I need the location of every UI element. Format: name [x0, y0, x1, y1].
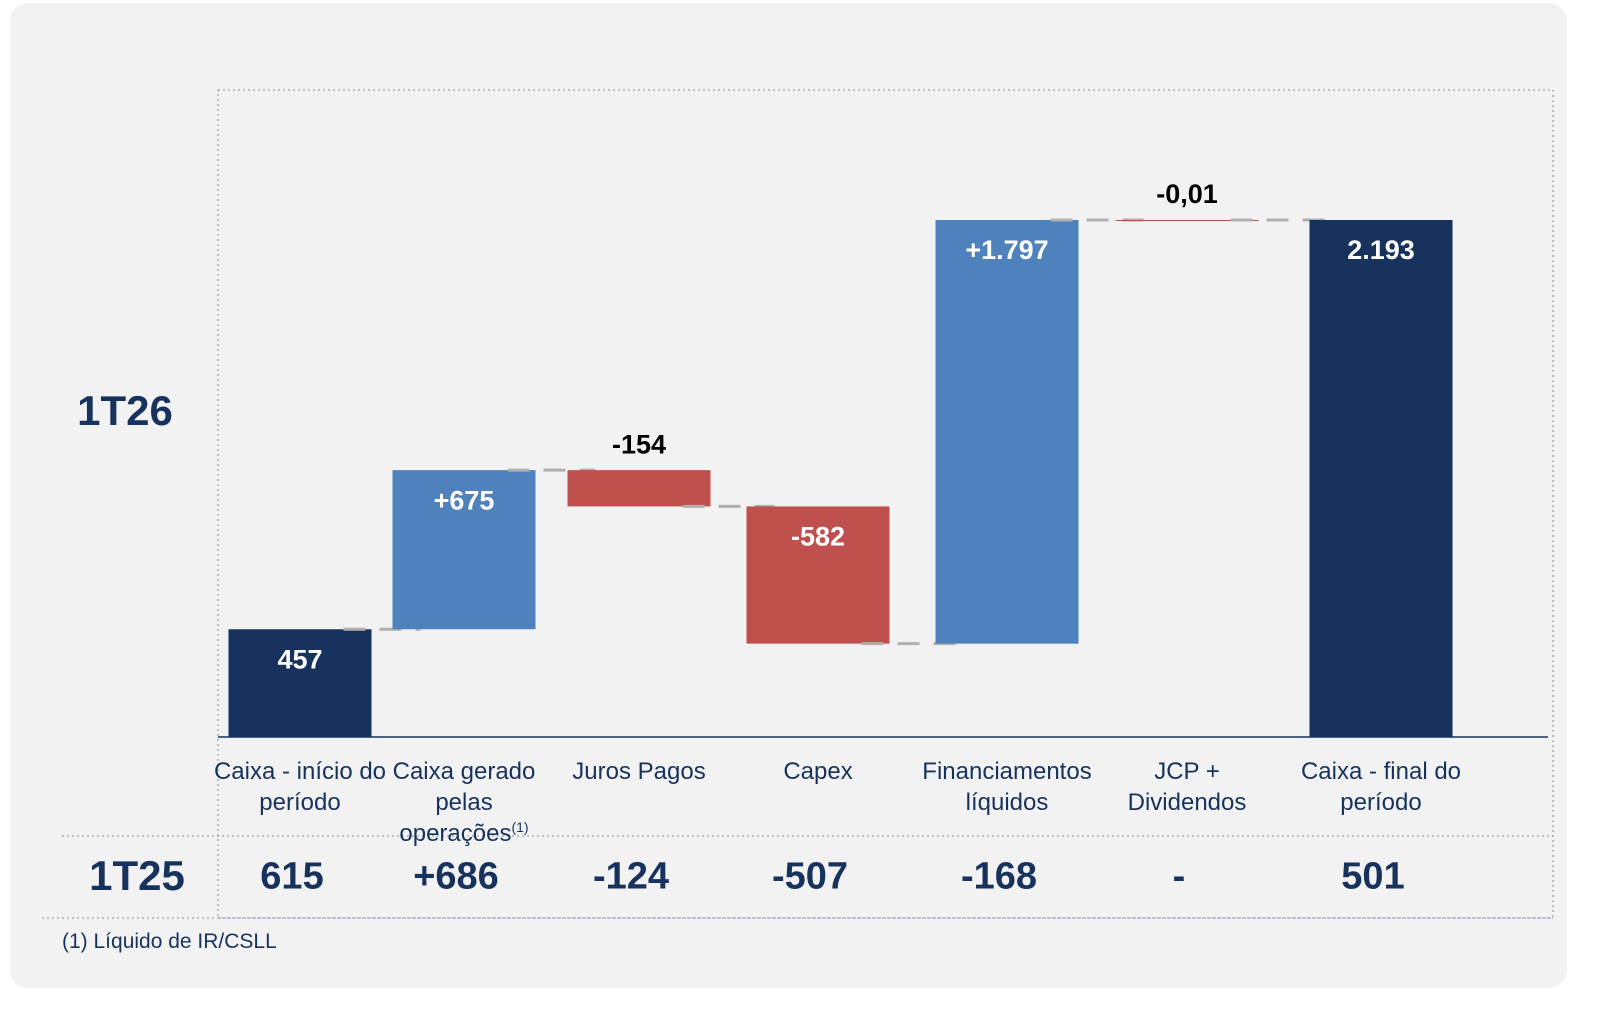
comparison-value: -124 — [592, 855, 670, 898]
category-text: Caixa - início do período — [213, 758, 387, 816]
bar — [567, 470, 711, 507]
value-label: -582 — [791, 522, 845, 552]
bar — [935, 220, 1079, 644]
comparison-value: 615 — [260, 855, 324, 898]
bar — [746, 506, 890, 644]
category-text: Financiamentos líquidos — [922, 758, 1092, 816]
series-label: 1T26 — [77, 387, 173, 434]
bar — [1115, 220, 1259, 221]
x-tick-label: JCP + Dividendos — [1097, 756, 1277, 818]
category-text: Caixa gerado pelas operações — [392, 758, 536, 847]
bar — [1309, 220, 1453, 737]
category-text: JCP + Dividendos — [1127, 758, 1247, 816]
value-label: -0,01 — [1156, 179, 1218, 209]
bar — [228, 629, 372, 737]
value-label: +675 — [434, 485, 495, 515]
x-tick-label: Caixa - final do período — [1291, 756, 1471, 818]
comparison-value: - — [1172, 855, 1186, 898]
category-text: Juros Pagos — [572, 758, 706, 785]
plot-frame — [217, 89, 1554, 919]
card — [10, 3, 1567, 988]
x-tick-label: Financiamentos líquidos — [917, 756, 1097, 818]
value-label: +1.797 — [965, 235, 1048, 265]
x-tick-label: Capex — [728, 756, 908, 787]
value-label: 457 — [277, 644, 322, 674]
comparison-value: -168 — [960, 855, 1038, 898]
category-text: Capex — [783, 758, 853, 785]
footnote-ref: (1) — [511, 819, 529, 835]
comparison-value: +686 — [413, 855, 499, 898]
category-text: Caixa - final do período — [1300, 758, 1462, 816]
x-tick-label: Caixa - início do período — [210, 756, 390, 818]
x-tick-label: Juros Pagos — [549, 756, 729, 787]
value-label: 2.193 — [1347, 235, 1415, 265]
footnote: (1) Líquido de IR/CSLL — [62, 930, 277, 953]
comparison-label: 1T25 — [89, 852, 185, 899]
comparison-value: 501 — [1341, 855, 1405, 898]
comparison-value: -507 — [771, 855, 849, 898]
value-label: -154 — [612, 429, 666, 459]
x-tick-label: Caixa gerado pelas operações(1) — [374, 756, 554, 849]
bar — [392, 470, 536, 630]
